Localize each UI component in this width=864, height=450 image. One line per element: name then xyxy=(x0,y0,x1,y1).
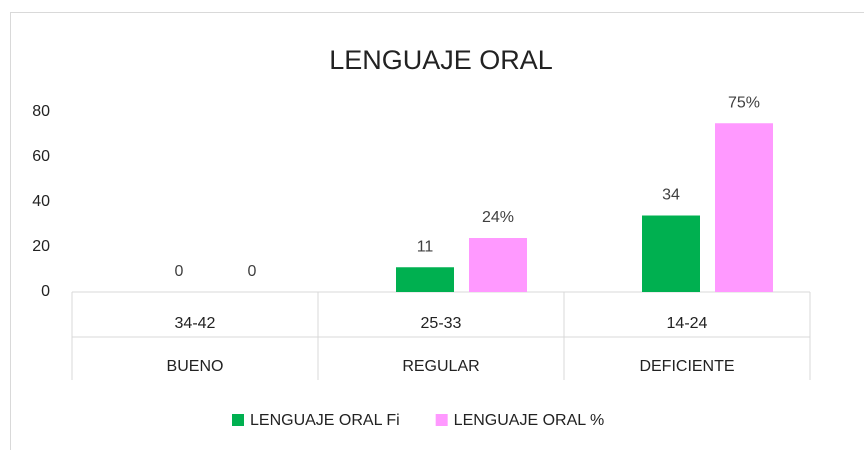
legend-swatch xyxy=(232,414,244,426)
data-label: 24% xyxy=(482,209,514,226)
legend-label: LENGUAJE ORAL % xyxy=(454,412,605,429)
y-tick-label: 20 xyxy=(32,238,50,255)
x-group-label: DEFICIENTE xyxy=(639,358,734,375)
legend-label: LENGUAJE ORAL Fi xyxy=(250,412,400,429)
x-tick-label: 25-33 xyxy=(421,315,462,332)
bar xyxy=(396,267,454,292)
bar xyxy=(642,215,700,292)
x-group-label: BUENO xyxy=(167,358,224,375)
data-label: 34 xyxy=(662,187,680,204)
data-label: 0 xyxy=(175,263,184,280)
data-label: 75% xyxy=(728,94,760,111)
bar xyxy=(715,123,773,292)
x-tick-label: 14-24 xyxy=(667,315,708,332)
legend-swatch xyxy=(435,414,448,426)
bar xyxy=(469,238,527,292)
y-tick-label: 60 xyxy=(32,148,50,165)
x-group-label: REGULAR xyxy=(402,358,479,375)
data-label: 11 xyxy=(417,238,434,255)
y-tick-label: 0 xyxy=(41,283,50,300)
y-tick-label: 80 xyxy=(32,103,50,120)
x-tick-label: 34-42 xyxy=(175,315,216,332)
data-label: 0 xyxy=(248,263,257,280)
chart-title: LENGUAJE ORAL xyxy=(329,45,553,75)
y-tick-label: 40 xyxy=(32,193,50,210)
